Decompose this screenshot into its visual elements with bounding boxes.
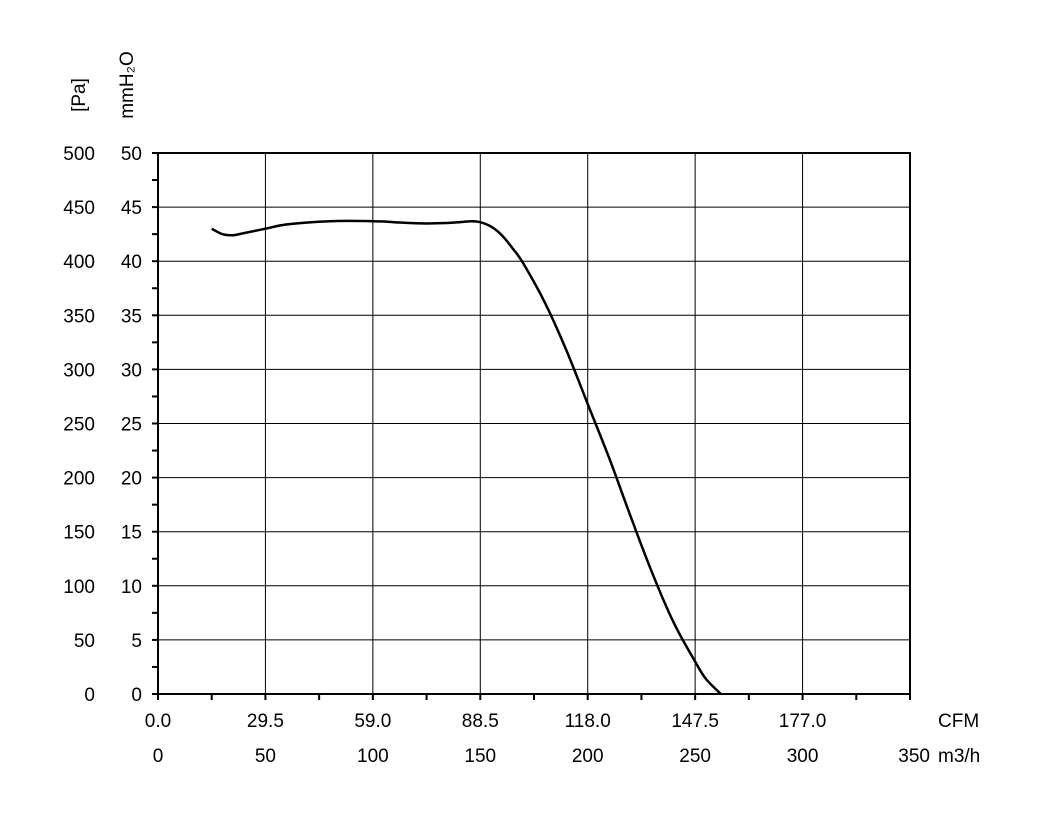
chart-grid [158,153,910,694]
y-tick-label-pa: 400 [63,252,95,273]
x-tick-label-m3h: 50 [255,746,276,767]
x-tick-label-cfm: 118.0 [565,711,611,732]
y-tick-label-mmh2o: 5 [131,631,142,652]
y-tick-label-pa: 350 [63,306,95,327]
y-tick-label-mmh2o: 50 [121,144,142,165]
x-tick-label-m3h: 150 [464,746,496,767]
y-tick-label-mmh2o: 45 [121,198,142,219]
x-tick-label-m3h: 350 [898,746,930,767]
y-tick-label-mmh2o: 40 [121,252,142,273]
y-tick-label-pa: 250 [63,415,95,436]
y-tick-label-mmh2o: 10 [121,577,142,598]
y-tick-label-pa: 100 [63,577,95,598]
x-tick-label-m3h: 300 [787,746,819,767]
y-axis-label-primary: [Pa] [69,78,90,112]
y-tick-label-pa: 50 [74,631,95,652]
x-tick-label-m3h: 0 [153,746,164,767]
y-tick-label-pa: 500 [63,144,95,165]
x-tick-label-cfm: 59.0 [354,711,391,732]
x-tick-label-cfm: 29.5 [247,711,284,732]
x-tick-label-cfm: 0.0 [145,711,171,732]
x-tick-label-cfm: 88.5 [462,711,499,732]
x-tick-label-m3h: 200 [572,746,604,767]
y-tick-label-mmh2o: 25 [121,415,142,436]
y-tick-label-pa: 150 [63,523,95,544]
pressure-curve [211,219,722,695]
y-tick-label-mmh2o: 15 [121,523,142,544]
x-tick-label-m3h: 250 [679,746,711,767]
y-tick-label-pa: 450 [63,198,95,219]
tick-labels: 0501001502002503003504004505000510152025… [63,144,930,767]
series-layer [211,219,722,695]
y-axis-label-secondary: mmH₂O [117,51,138,119]
axis-minor-ticks [152,152,911,700]
y-tick-label-pa: 200 [63,469,95,490]
x-tick-label-cfm: 177.0 [779,711,827,732]
x-axis-label-primary: CFM [938,711,979,732]
y-tick-label-pa: 300 [63,360,95,381]
x-axis-label-secondary: m3/h [938,746,980,767]
x-tick-label-cfm: 147.5 [671,711,719,732]
y-tick-label-pa: 0 [84,685,95,706]
x-tick-label-m3h: 100 [357,746,389,767]
y-tick-label-mmh2o: 30 [121,360,142,381]
y-tick-label-mmh2o: 0 [131,685,142,706]
y-tick-label-mmh2o: 35 [121,306,142,327]
y-tick-label-mmh2o: 20 [121,469,142,490]
